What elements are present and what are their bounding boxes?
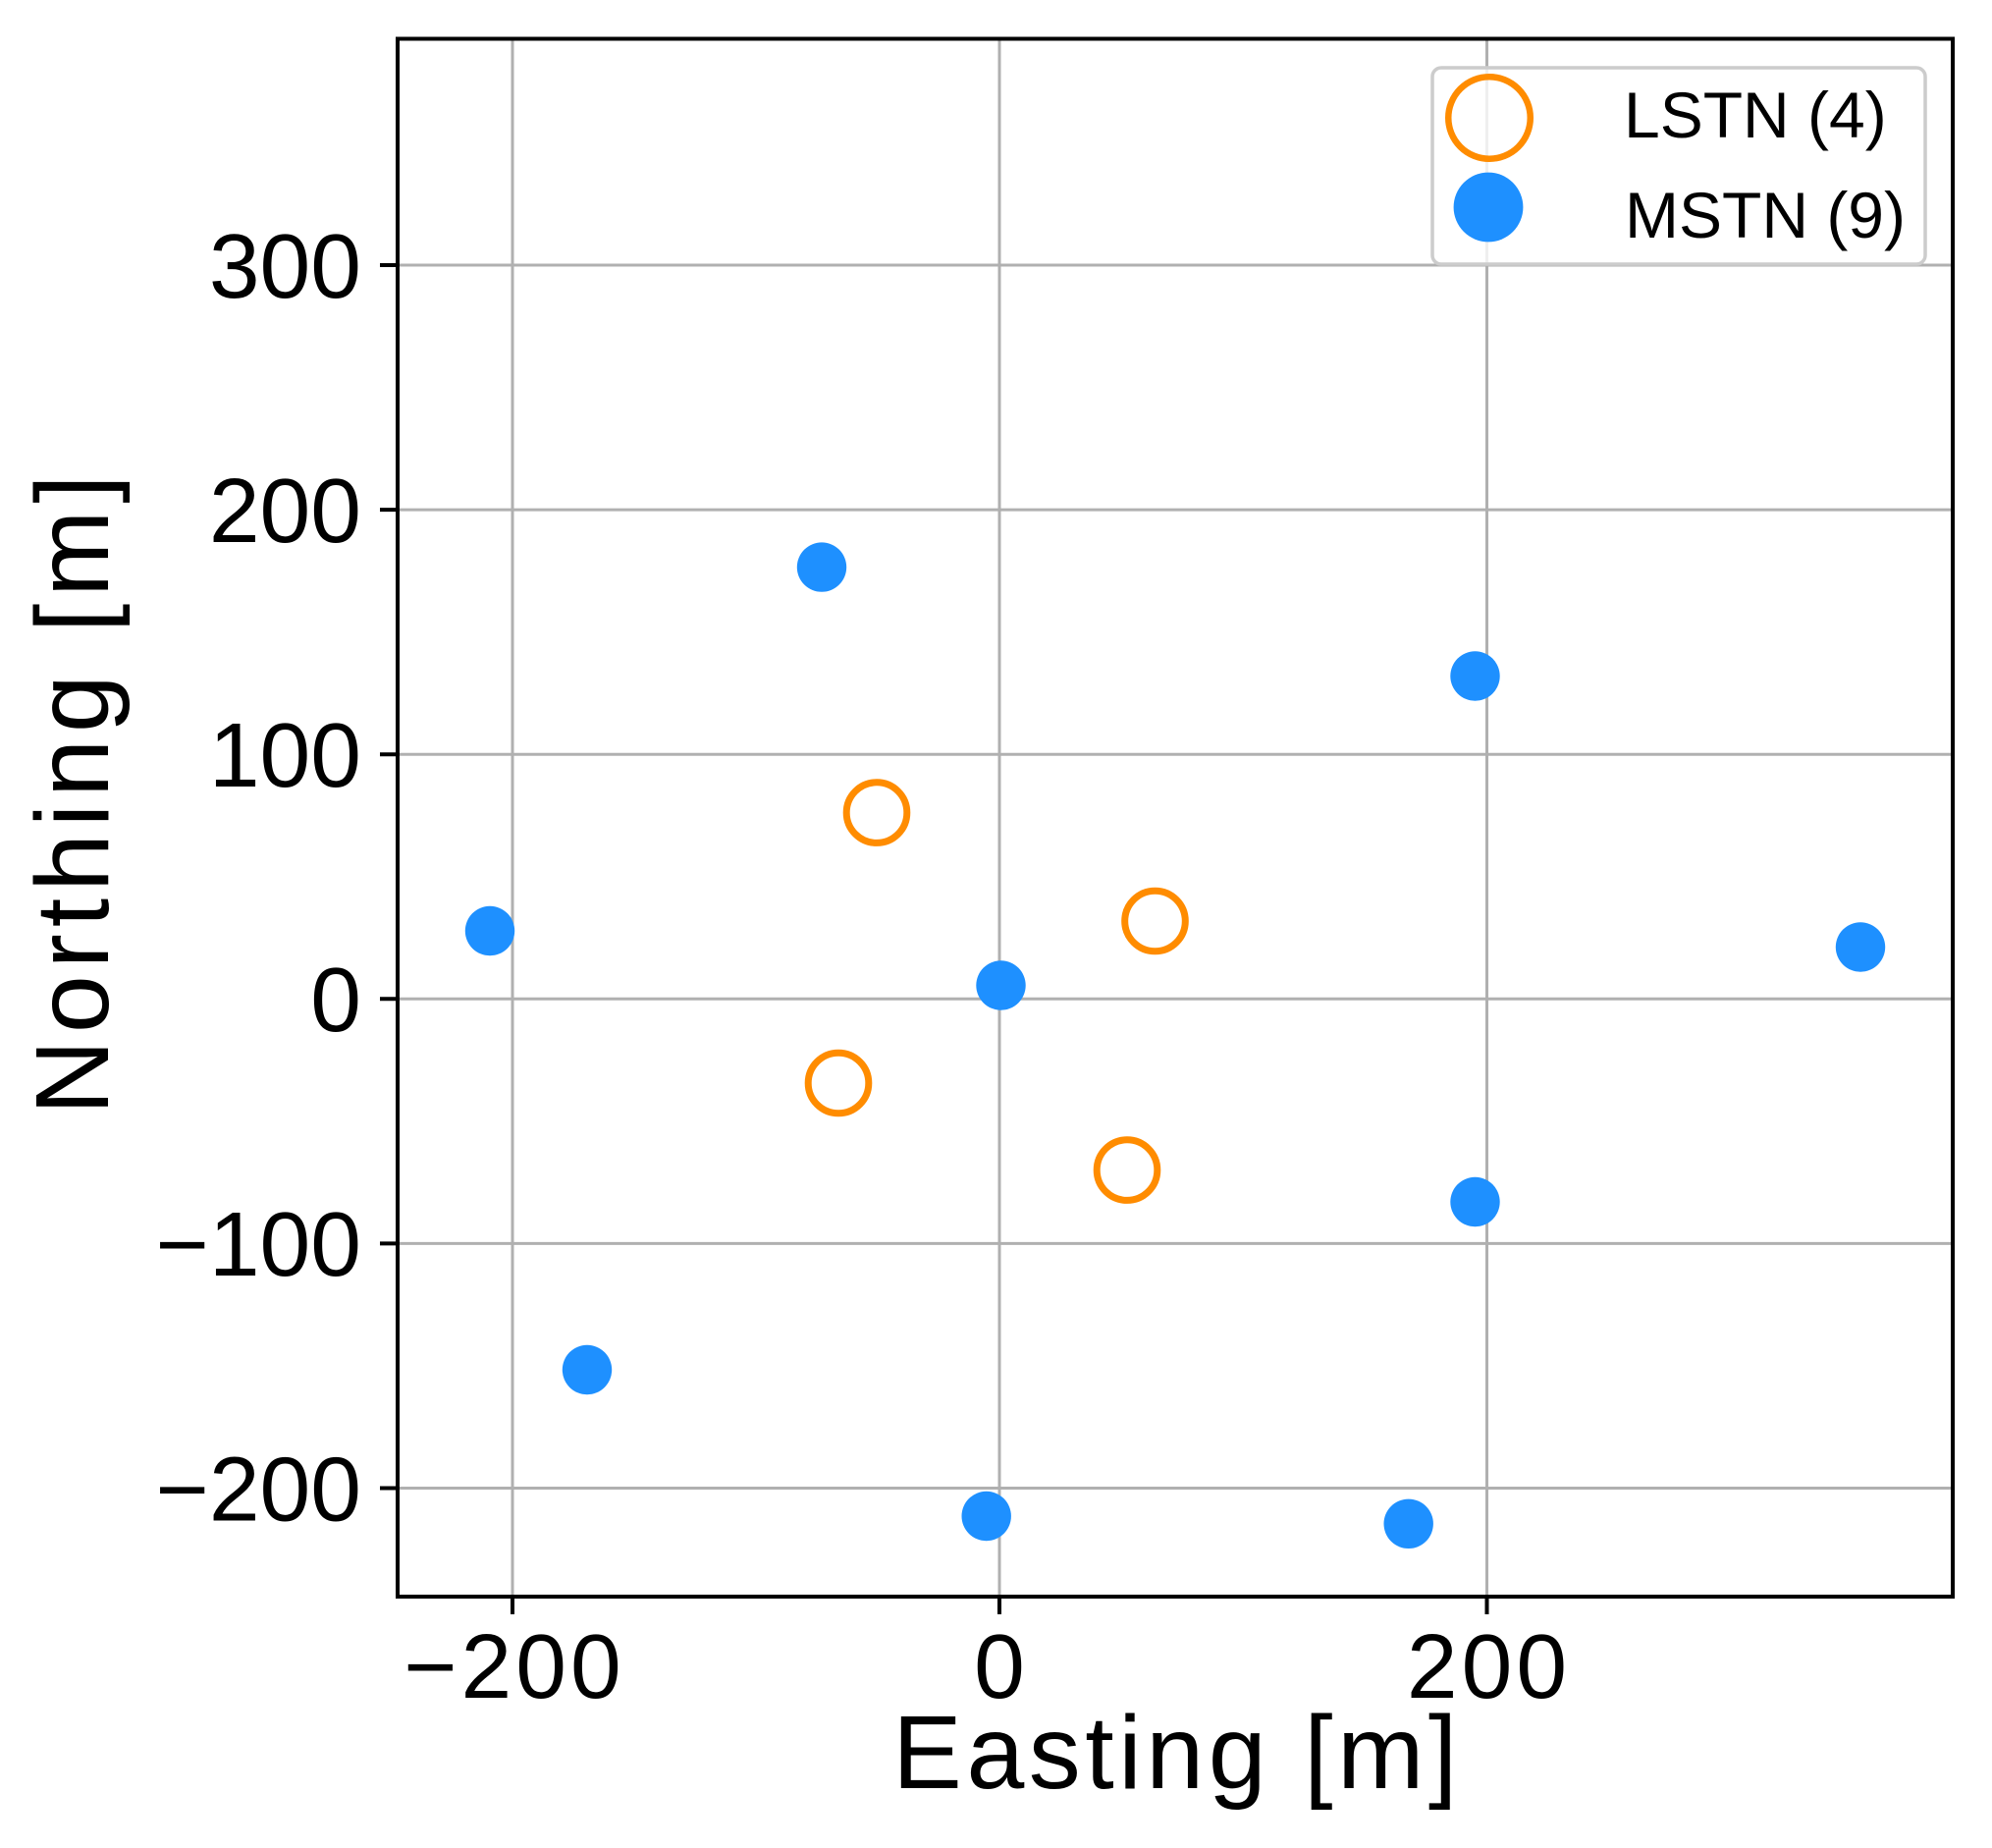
svg-text:−200: −200 [156,1439,361,1541]
svg-text:−200: −200 [404,1615,624,1717]
svg-text:LSTN (4): LSTN (4) [1624,79,1887,151]
svg-text:0: 0 [974,1615,1025,1717]
svg-text:200: 200 [209,460,361,562]
svg-text:−100: −100 [156,1193,361,1295]
svg-text:0: 0 [310,949,361,1051]
svg-text:100: 100 [209,704,361,806]
svg-text:Easting [m]: Easting [m] [892,1695,1462,1811]
svg-text:MSTN (9): MSTN (9) [1625,179,1906,251]
svg-text:Northing [m]: Northing [m] [15,468,131,1115]
svg-text:200: 200 [1407,1615,1571,1717]
svg-text:300: 300 [209,215,361,317]
